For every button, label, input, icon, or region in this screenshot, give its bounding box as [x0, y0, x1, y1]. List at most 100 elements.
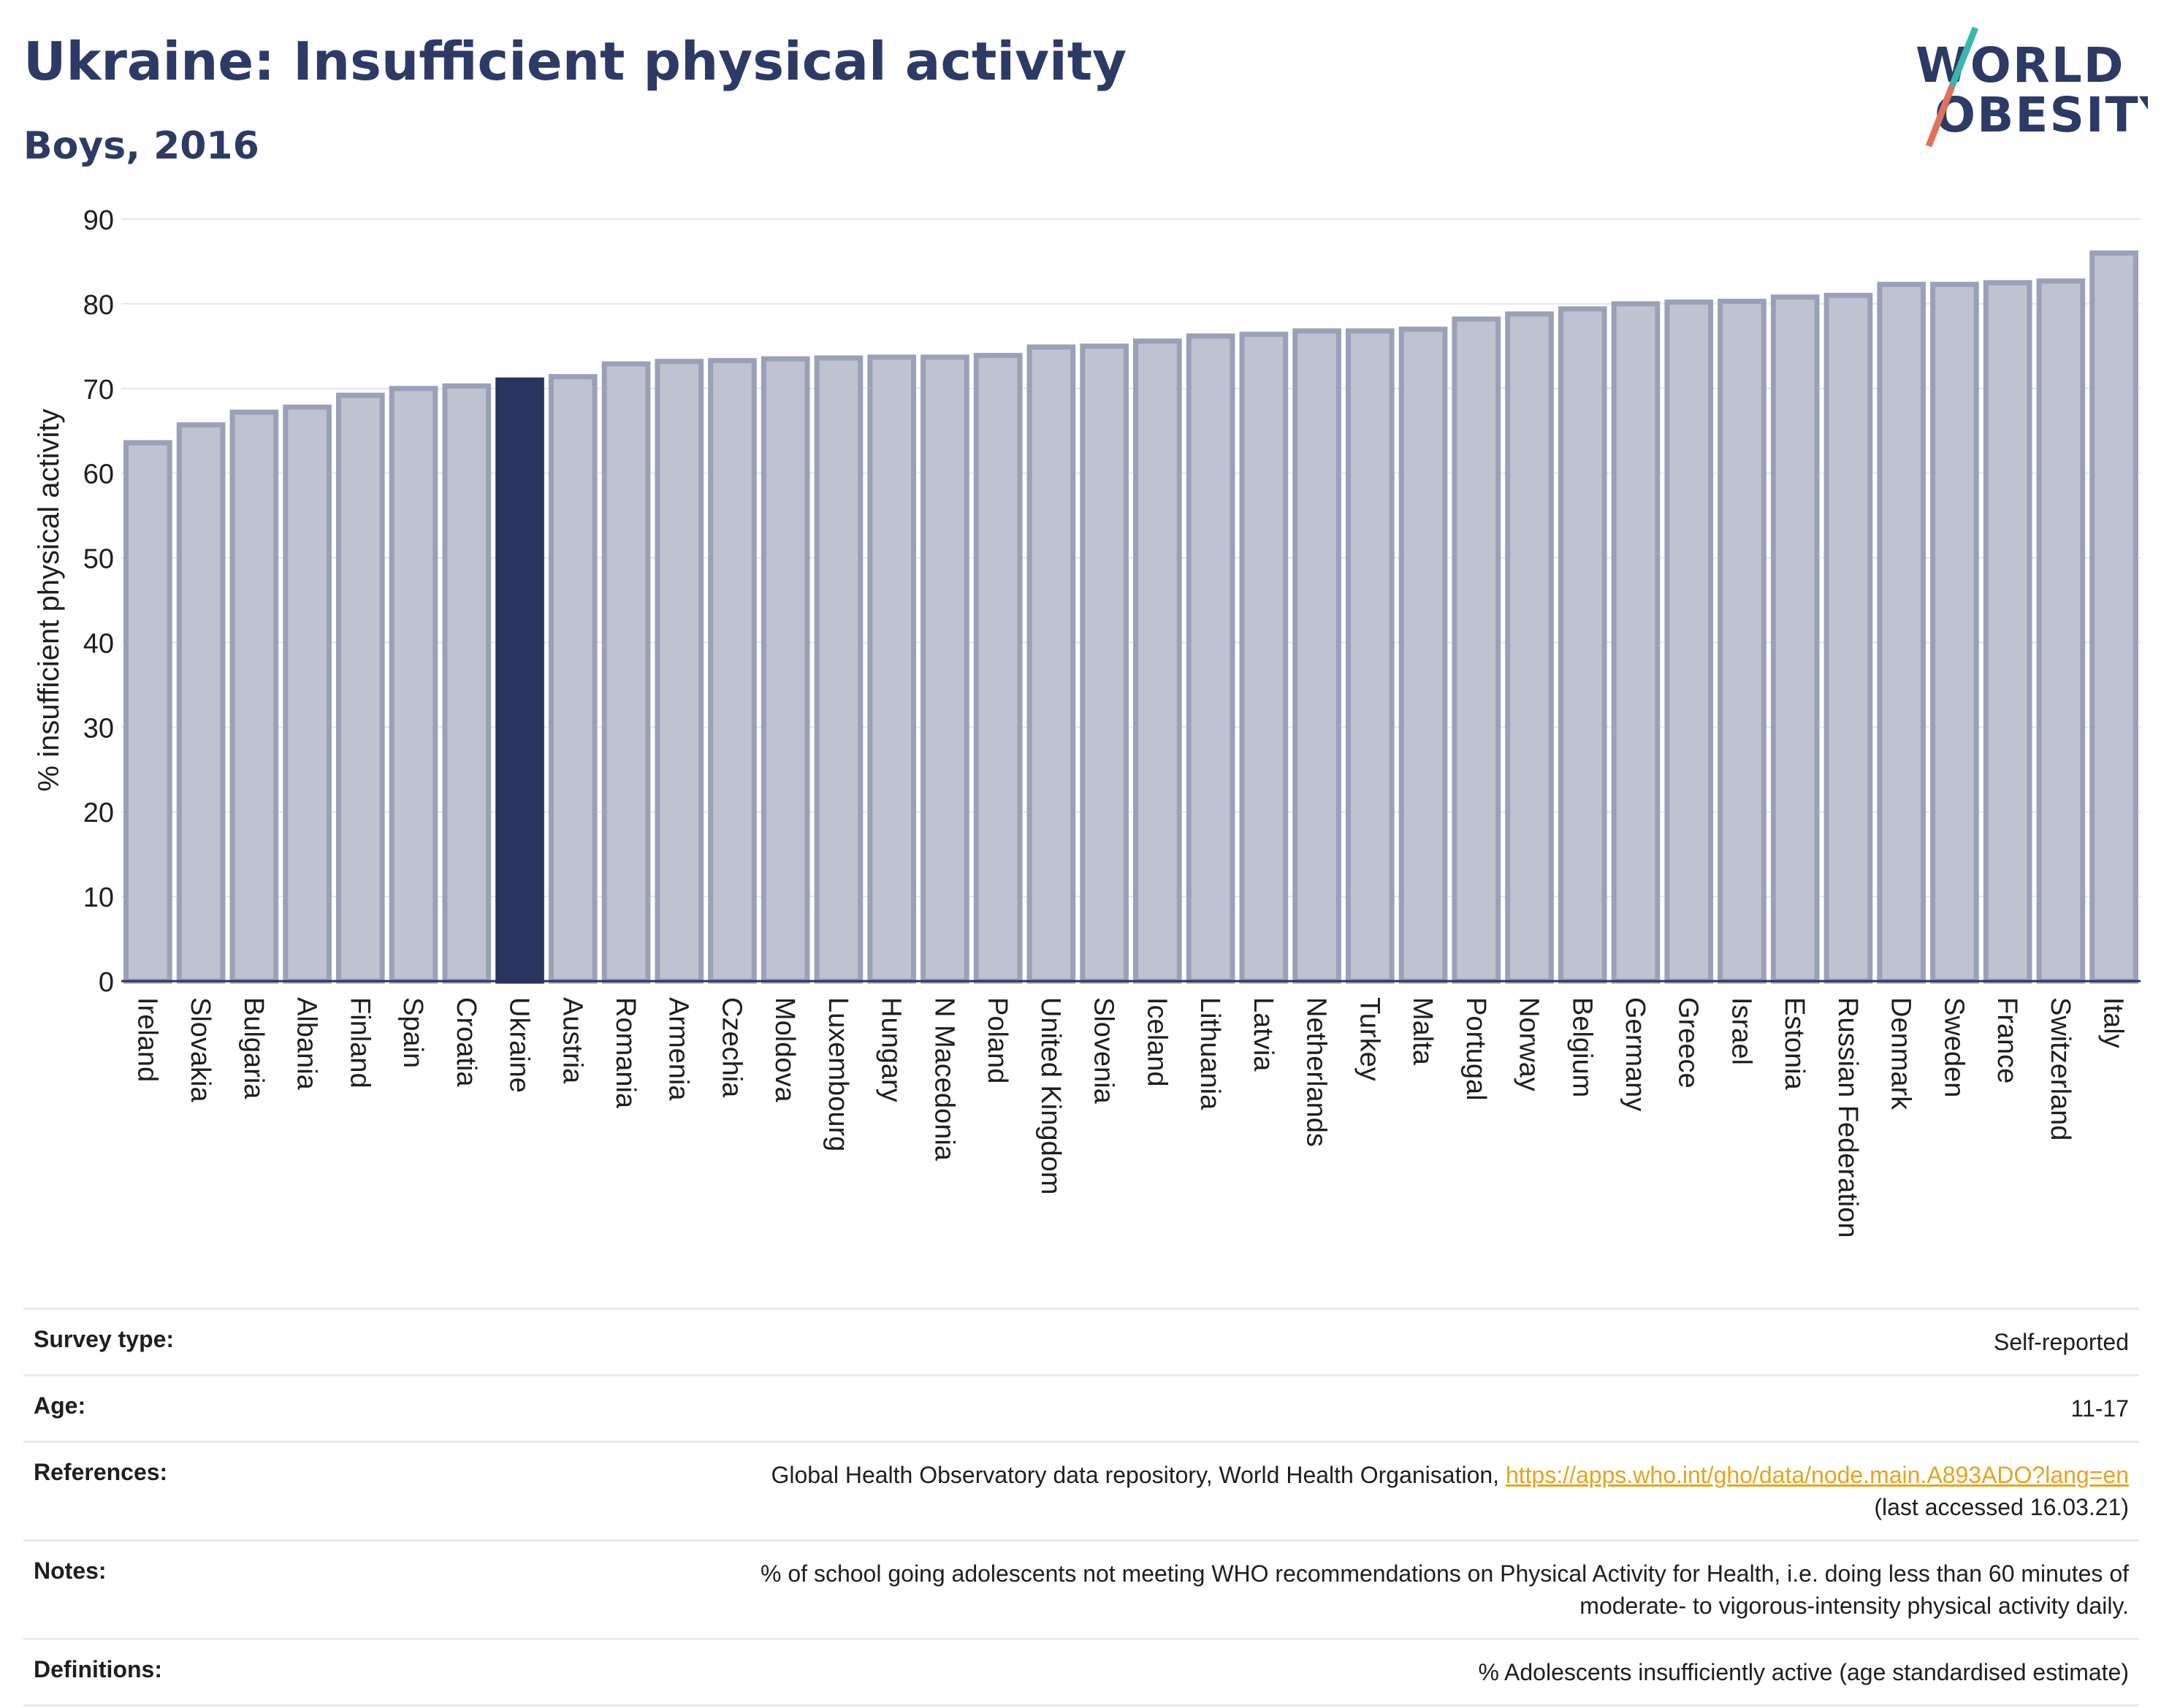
bar-lithuania [1186, 333, 1235, 984]
bar-denmark [1877, 281, 1926, 984]
x-tick-label: Norway [1514, 997, 1544, 1091]
bar-russian-federation [1823, 292, 1873, 984]
bar-austria [548, 374, 598, 984]
meta-row-age: Age: 11-17 [23, 1374, 2139, 1441]
bar-estonia [1770, 294, 1820, 984]
x-tick-label: Latvia [1248, 997, 1278, 1072]
x-tick-label: Finland [344, 997, 375, 1089]
bar-portugal [1452, 316, 1501, 984]
notes-label: Notes: [34, 1558, 107, 1584]
bar-france [1983, 280, 2032, 984]
definitions-value: % Adolescents insufficiently active (age… [1478, 1659, 2129, 1685]
y-tick-label: 10 [83, 882, 114, 913]
bar-croatia [442, 383, 492, 984]
meta-row-notes: Notes: % of school going adolescents not… [23, 1539, 2139, 1638]
bar-germany [1611, 301, 1661, 984]
bar-turkey [1345, 328, 1395, 984]
metadata-table: Survey type: Self-reported Age: 11-17 Re… [23, 1308, 2139, 1707]
references-label: References: [34, 1459, 168, 1485]
references-accessed: (last accessed 16.03.21) [1874, 1494, 2129, 1520]
x-tick-label: Ireland [132, 997, 162, 1082]
x-tick-label: United Kingdom [1035, 997, 1066, 1194]
x-tick-label: France [1992, 997, 2022, 1083]
bar-malta [1398, 327, 1448, 984]
y-axis-ticks: 0 10 20 30 40 50 60 70 80 90 [83, 205, 114, 998]
x-tick-label: Portugal [1460, 997, 1491, 1101]
bar-ireland [123, 440, 172, 984]
bars [123, 250, 2138, 984]
notes-line1: % of school going adolescents not meetin… [761, 1560, 2129, 1587]
x-tick-label: Moldova [769, 997, 800, 1102]
x-tick-label: Iceland [1141, 997, 1172, 1087]
y-tick-label: 20 [83, 798, 114, 828]
bar-moldova [761, 356, 810, 984]
bar-belgium [1558, 306, 1607, 984]
age-value: 11-17 [2070, 1395, 2129, 1422]
y-tick-label: 0 [99, 967, 114, 998]
x-tick-label: Bulgaria [238, 997, 269, 1099]
logo-slash-coral [1925, 85, 1956, 148]
bar-latvia [1239, 332, 1289, 984]
x-tick-label: Ukraine [504, 997, 535, 1093]
x-tick-label: Switzerland [2045, 997, 2076, 1140]
y-tick-label: 70 [83, 375, 114, 405]
x-tick-label: Netherlands [1301, 997, 1332, 1147]
bar-israel [1718, 298, 1766, 984]
x-tick-label: Belgium [1566, 997, 1597, 1097]
world-obesity-logo: WORLD OBESITY [1916, 26, 2148, 148]
x-tick-label: Russian Federation [1832, 997, 1863, 1238]
y-tick-label: 80 [83, 290, 114, 321]
survey-type-value: Self-reported [1994, 1329, 2129, 1355]
survey-type-label: Survey type: [34, 1326, 175, 1352]
x-tick-label: Lithuania [1194, 997, 1225, 1110]
bar-iceland [1133, 338, 1182, 984]
x-tick-label: Czechia [716, 997, 747, 1098]
references-link[interactable]: https://apps.who.int/gho/data/node.main.… [1505, 1462, 2129, 1488]
bar-czechia [708, 358, 757, 984]
bar-hungary [867, 354, 917, 984]
bar-greece [1664, 300, 1714, 984]
bar-finland [335, 392, 385, 984]
meta-row-survey: Survey type: Self-reported [23, 1308, 2139, 1374]
bar-switzerland [2036, 278, 2086, 984]
x-tick-label: Luxembourg [823, 997, 853, 1151]
y-tick-label: 30 [83, 713, 114, 744]
x-tick-label: Slovakia [185, 997, 216, 1102]
x-tick-label: Croatia [451, 997, 481, 1087]
x-tick-label: Austria [557, 997, 587, 1084]
bar-netherlands [1292, 328, 1341, 984]
x-tick-label: Israel [1726, 997, 1756, 1065]
bar-italy [2089, 250, 2138, 984]
age-label: Age: [34, 1392, 86, 1419]
references-text: Global Health Observatory data repositor… [771, 1462, 1500, 1488]
x-tick-label: Poland [982, 997, 1013, 1083]
bar-slovenia [1080, 343, 1129, 984]
x-axis-labels: Ireland Slovakia Bulgaria Albania Finland Spa… [132, 997, 2128, 1238]
x-tick-label: Italy [2098, 997, 2129, 1048]
x-tick-label: Greece [1673, 997, 1704, 1089]
bar-sweden [1930, 281, 1979, 984]
y-tick-label: 40 [83, 628, 114, 659]
bar-luxembourg [814, 355, 864, 984]
bar-ukraine [495, 377, 544, 984]
x-tick-label: Hungary [876, 997, 907, 1102]
bar-chart: 0 10 20 30 40 50 60 70 80 90 Ireland Slovakia Bulga… [33, 205, 2141, 1238]
x-tick-label: Denmark [1886, 997, 1916, 1110]
x-tick-label: Turkey [1354, 997, 1384, 1081]
bar-albania [283, 404, 332, 984]
bar-romania [601, 361, 651, 984]
x-tick-label: Spain [397, 997, 428, 1068]
bar-armenia [655, 359, 704, 984]
x-tick-label: Estonia [1779, 997, 1810, 1091]
x-tick-label: Albania [291, 997, 322, 1091]
x-tick-label: Romania [610, 997, 641, 1109]
x-tick-label: Sweden [1938, 997, 1969, 1097]
chart-subtitle: Boys, 2016 [23, 124, 259, 168]
y-tick-label: 90 [83, 205, 114, 236]
references-value: Global Health Observatory data repositor… [771, 1459, 2129, 1523]
x-tick-label: N Macedonia [929, 997, 959, 1162]
notes-line2: moderate- to vigorous-intensity physical… [1579, 1593, 2129, 1619]
y-axis-label: % insufficient physical activity [33, 409, 65, 792]
meta-row-definitions: Definitions: % Adolescents insufficientl… [23, 1638, 2139, 1707]
bar-bulgaria [229, 409, 279, 984]
